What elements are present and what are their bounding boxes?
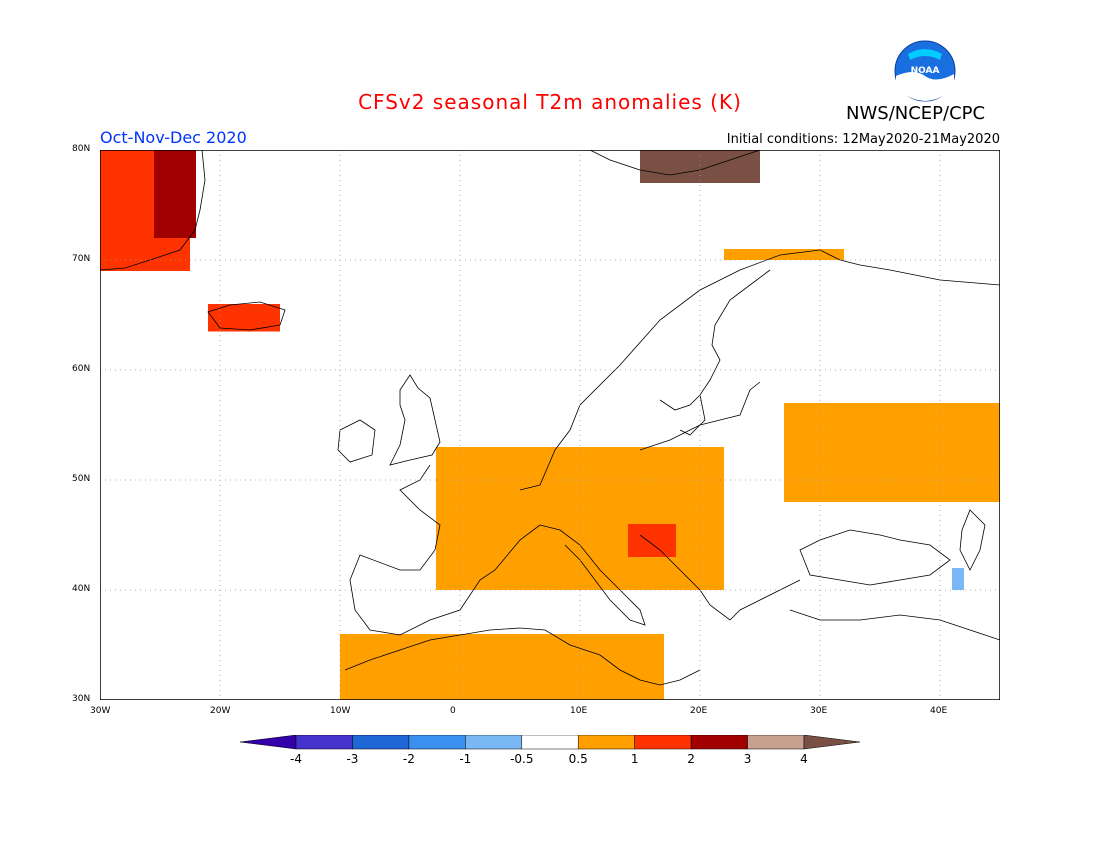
colorbar-label: -0.5	[510, 752, 533, 766]
colorbar-label: -1	[459, 752, 471, 766]
coastlines	[100, 150, 1000, 686]
colorbar-swatch	[408, 735, 466, 750]
anomaly-croatia-bosnia	[628, 524, 676, 557]
colorbar-label: 0.5	[569, 752, 588, 766]
colorbar-swatch	[352, 735, 410, 750]
lat-label: 70N	[72, 254, 91, 264]
lat-label: 30N	[72, 694, 91, 704]
forecast-period: Oct-Nov-Dec 2020	[100, 128, 247, 147]
anomaly-north-africa	[340, 634, 664, 700]
colorbar-swatch	[577, 735, 635, 750]
lon-label: 10E	[570, 706, 588, 716]
lon-label: 20E	[690, 706, 708, 716]
colorbar-swatch	[634, 735, 692, 750]
agency-label: NWS/NCEP/CPC	[846, 103, 986, 124]
colorbar-label: -3	[346, 752, 358, 766]
anomaly-central-europe	[436, 447, 724, 590]
colorbar-label: 2	[687, 752, 695, 766]
lat-label: 50N	[72, 474, 91, 484]
colorbar-label: 1	[631, 752, 639, 766]
lon-label: 40E	[930, 706, 948, 716]
colorbar-min-triangle	[240, 735, 297, 750]
graticule	[100, 150, 1000, 700]
lon-label: 10W	[330, 706, 351, 716]
colorbar-swatch	[747, 735, 805, 750]
lon-label: 30W	[90, 706, 111, 716]
anomaly-caucasus	[952, 568, 964, 590]
noaa-logo: NOAA	[894, 40, 956, 102]
initial-conditions: Initial conditions: 12May2020-21May2020	[726, 132, 1000, 147]
logo-text: NOAA	[911, 66, 940, 76]
anomaly-eastern-europe	[784, 403, 1000, 502]
colorbar-legend: -4 -3 -2 -1 -0.5 0.5 1 2 3 4	[240, 735, 860, 766]
colorbar-label: -2	[403, 752, 415, 766]
colorbar-swatch	[295, 735, 353, 750]
colorbar-label: -4	[290, 752, 302, 766]
colorbar-swatch	[521, 735, 579, 750]
anomaly-svalbard	[640, 150, 760, 183]
colorbar-label: 3	[744, 752, 752, 766]
lon-label: 0	[450, 706, 456, 716]
map-title: CFSv2 seasonal T2m anomalies (K)	[358, 90, 742, 114]
colorbar-label: 4	[800, 752, 808, 766]
colorbar-swatch	[690, 735, 748, 750]
anomaly-greenland-east-coast	[154, 150, 196, 238]
lat-label: 80N	[72, 144, 91, 154]
colorbar-swatch	[465, 735, 523, 750]
lon-label: 30E	[810, 706, 828, 716]
anomaly-iceland	[208, 304, 280, 332]
lat-label: 60N	[72, 364, 91, 374]
colorbar-max-triangle	[803, 735, 860, 750]
lat-label: 40N	[72, 584, 91, 594]
anomaly-map	[100, 150, 1000, 700]
lon-label: 20W	[210, 706, 231, 716]
